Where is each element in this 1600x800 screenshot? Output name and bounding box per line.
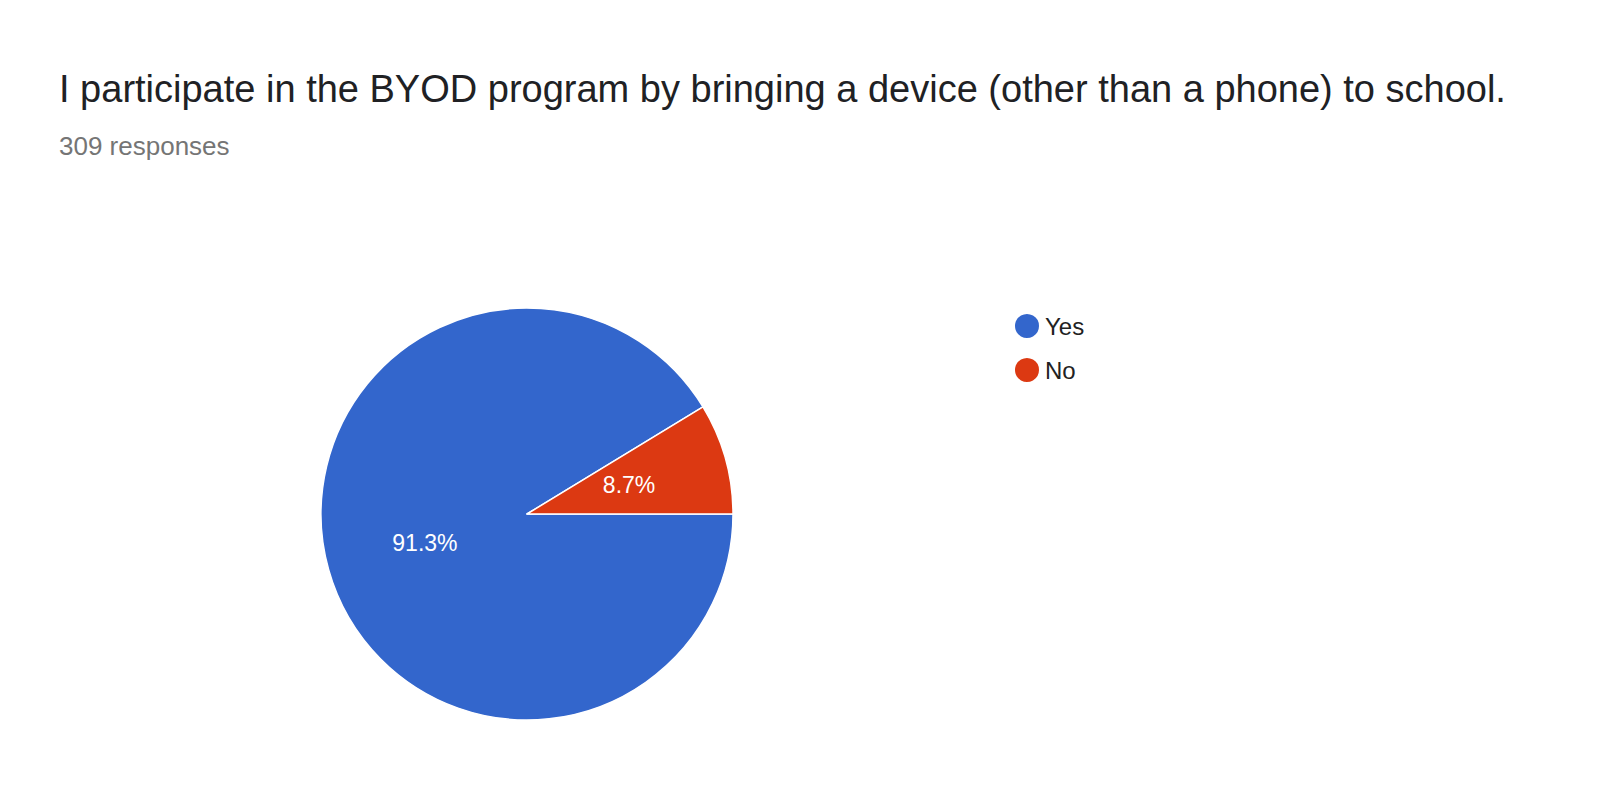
svg-text:I participate in the BYOD prog: I participate in the BYOD program by bri… — [59, 68, 1506, 110]
svg-text:309 responses: 309 responses — [59, 131, 230, 161]
svg-text:Yes: Yes — [1045, 313, 1084, 340]
svg-text:No: No — [1045, 357, 1076, 384]
svg-text:91.3%: 91.3% — [392, 530, 457, 556]
svg-text:8.7%: 8.7% — [603, 472, 655, 498]
